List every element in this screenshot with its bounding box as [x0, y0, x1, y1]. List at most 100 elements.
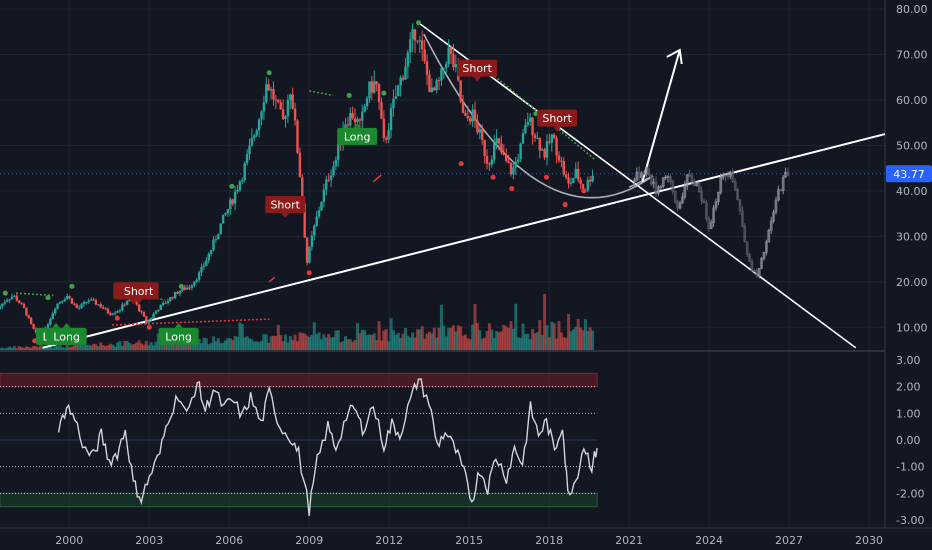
candle-body [176, 292, 179, 294]
projection-body [681, 196, 684, 204]
price-tick-label: 70.00 [896, 49, 928, 62]
volume-bar [118, 341, 122, 350]
volume-bar [125, 340, 129, 350]
volume-bar [224, 340, 228, 350]
pivot-high-marker [45, 295, 51, 301]
candle-body [346, 124, 350, 126]
candle-body [197, 272, 201, 280]
volume-bar [164, 341, 168, 350]
volume-bar [255, 341, 259, 350]
volume-bar [250, 339, 254, 350]
volume-bar [36, 347, 40, 350]
pivot-high-marker [346, 92, 352, 98]
candle-body [519, 143, 522, 160]
volume-bar [355, 323, 359, 350]
volume-bar [418, 329, 422, 350]
candle-body [46, 324, 50, 328]
volume-bar [101, 345, 105, 350]
volume-bar [260, 340, 264, 350]
projection-body [669, 176, 672, 182]
volume-bar [132, 343, 136, 350]
projection-body [772, 211, 775, 222]
volume-bar [190, 344, 194, 350]
stop-line [268, 276, 276, 283]
candle-body [289, 94, 292, 101]
candle-body [217, 234, 220, 240]
candle-body [526, 121, 530, 125]
candle-body [308, 246, 311, 263]
signal-label-box [337, 127, 378, 145]
candle-body [147, 320, 150, 323]
candle-body [286, 100, 290, 117]
projection-body [635, 171, 639, 181]
volume-bar [339, 342, 343, 350]
volume-bar [521, 323, 525, 350]
candle-body [173, 292, 177, 299]
time-tick-label: 2030 [855, 534, 883, 547]
volume-bar [579, 327, 583, 350]
candle-body [104, 308, 107, 310]
candle-body [351, 113, 354, 119]
candle-body [442, 67, 446, 69]
candle-body [61, 300, 64, 302]
volume-bar [389, 318, 393, 350]
candle-body [459, 80, 462, 102]
volume-bar [12, 346, 16, 350]
projection-body [774, 199, 778, 213]
volume-bar [444, 336, 448, 350]
signal-label-text: Long [165, 330, 192, 343]
candle-body [385, 138, 388, 140]
volume-bar [310, 334, 314, 350]
candle-body [404, 66, 407, 80]
pivot-high-marker [416, 20, 422, 26]
volume-bar [0, 347, 4, 350]
volume-bar [341, 341, 345, 350]
candle-body [262, 102, 266, 112]
pivot-low-marker [562, 202, 568, 208]
trend-lines [15, 22, 886, 349]
candle-body [183, 287, 186, 290]
candle-body [564, 174, 568, 178]
price-tick-label: 20.00 [896, 276, 928, 289]
volume-bar [312, 322, 316, 350]
volume-bar [576, 318, 580, 350]
volume-bar [89, 345, 93, 350]
candle-body [325, 179, 328, 190]
volume-bar [550, 321, 554, 350]
volume-bar [497, 332, 501, 350]
candle-body [507, 161, 510, 164]
candle-body [87, 300, 90, 302]
volume-bar [144, 340, 148, 350]
candle-body [469, 118, 472, 122]
volume-bar [375, 339, 379, 350]
time-tick-label: 2018 [535, 534, 563, 547]
candle-body [365, 98, 369, 107]
time-axis: 2000 2003 2006 2009 2012 2015 2018 2021 2024 2027… [55, 534, 883, 547]
volume-bar [533, 333, 537, 350]
signal-label-box [158, 327, 199, 345]
projection-body [654, 181, 658, 194]
volume-bar [430, 333, 434, 350]
candle-body [157, 309, 160, 312]
volume-bar [32, 345, 36, 350]
candle-body [121, 304, 124, 311]
candle-body [567, 177, 570, 184]
candle-body [397, 85, 400, 97]
projection-body [784, 171, 787, 178]
candle-body [421, 40, 424, 50]
volume-bar [147, 345, 151, 350]
candle-body [449, 47, 453, 54]
volume-bar [53, 344, 57, 350]
volume-bar [168, 344, 172, 350]
candle-body [169, 297, 172, 302]
candle-body [445, 64, 448, 68]
volume-bar [94, 344, 98, 350]
projection-body [755, 270, 759, 277]
projection-body [719, 177, 723, 193]
pivot-low-marker [306, 270, 312, 276]
candle-body [94, 300, 98, 305]
volume-bar [365, 335, 369, 350]
candle-body [334, 159, 338, 167]
volume-bar [449, 327, 453, 350]
